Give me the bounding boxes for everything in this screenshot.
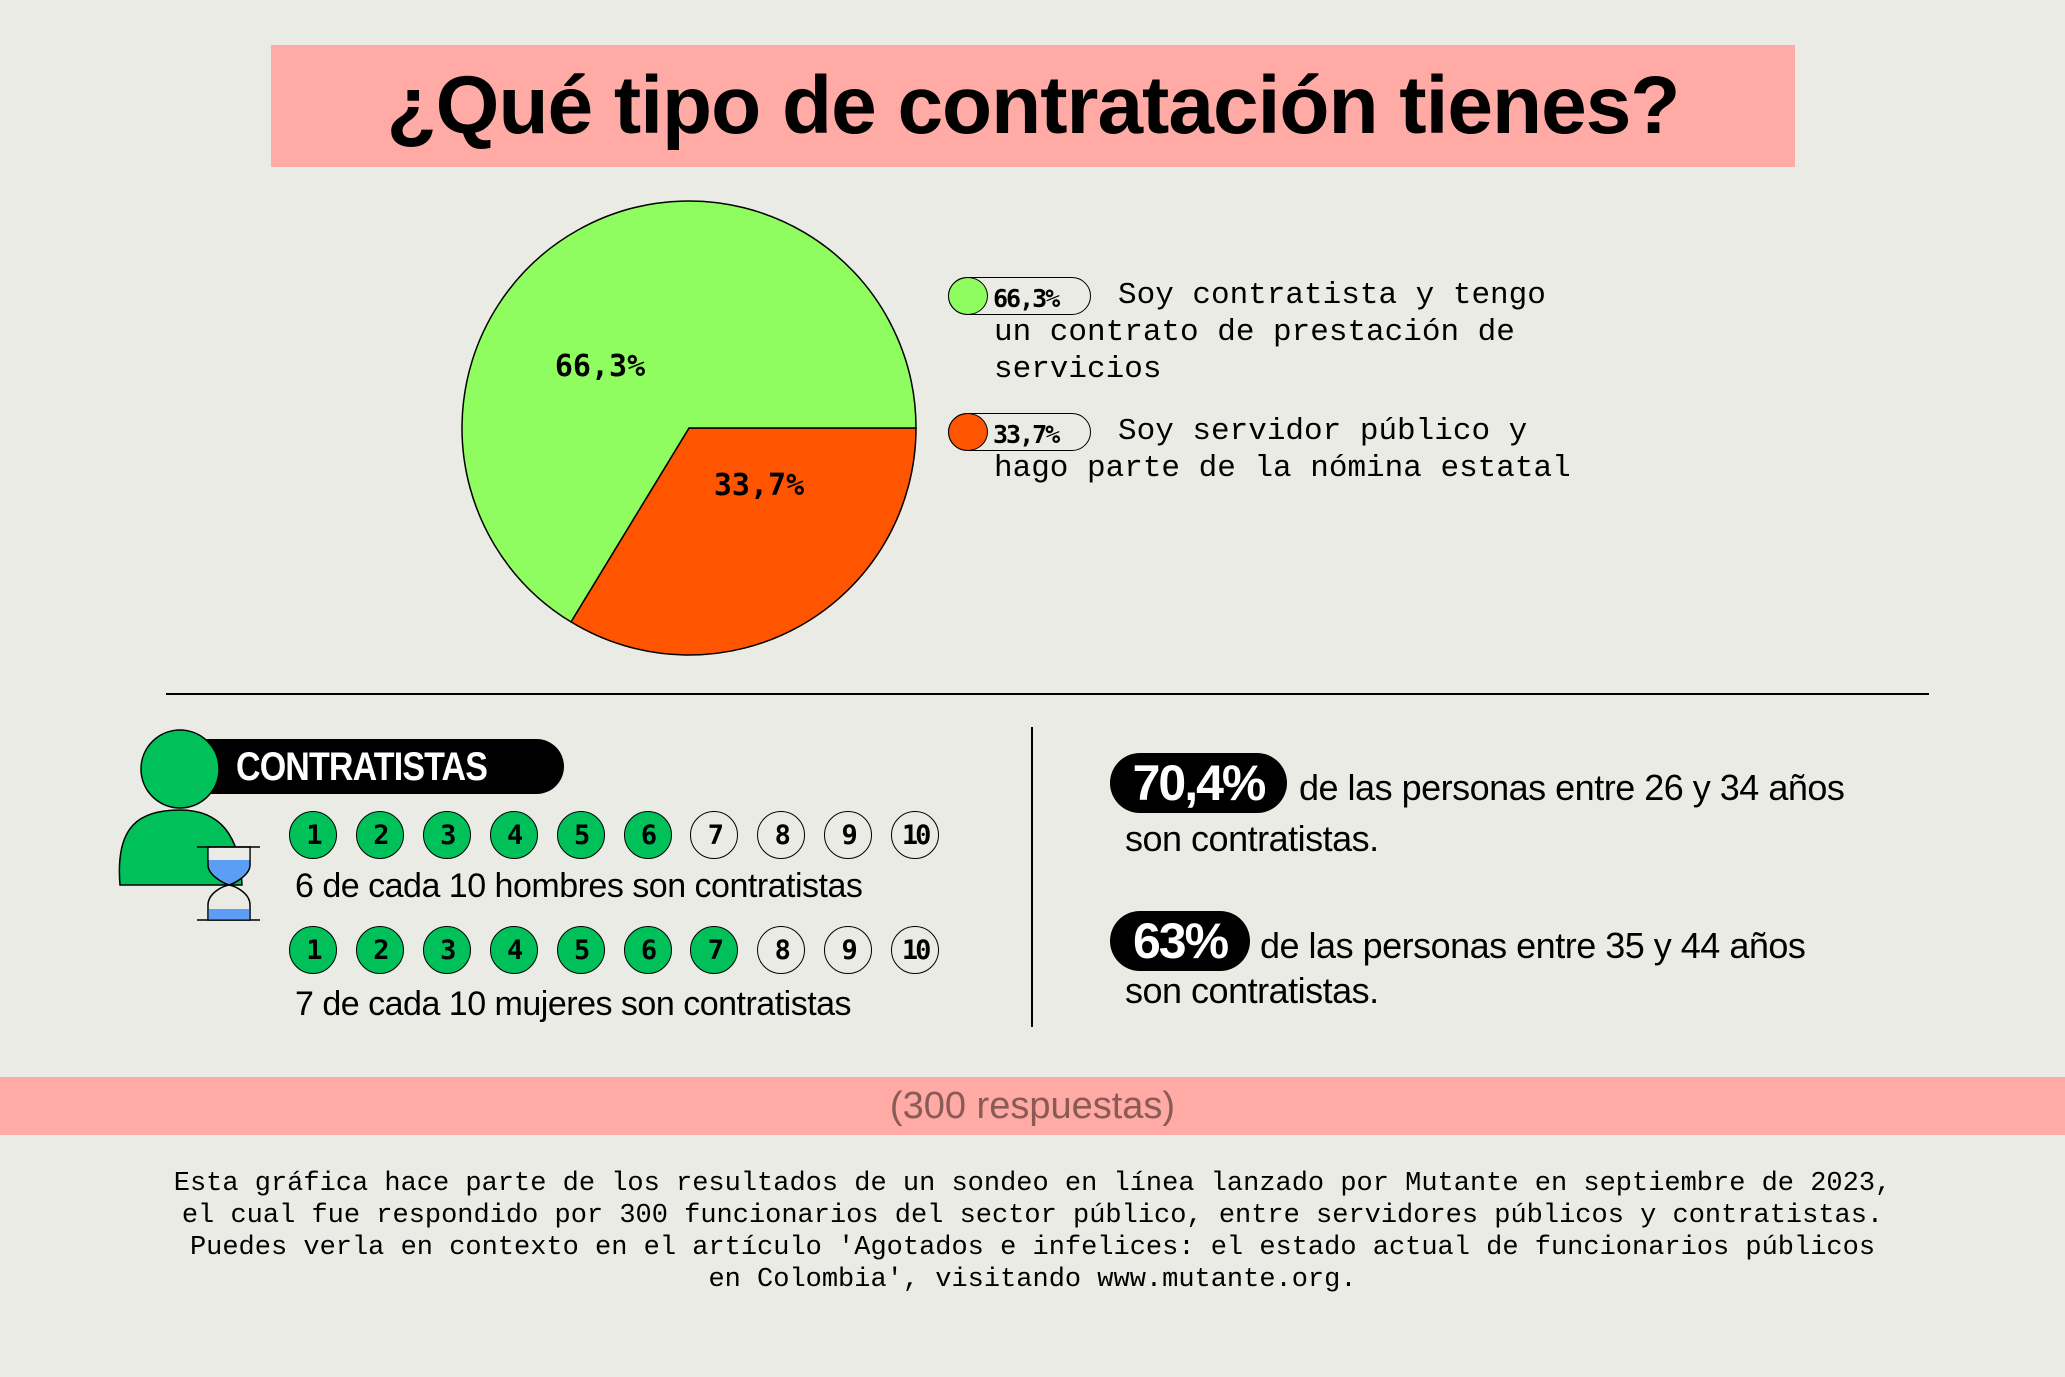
number-circle-empty: 9: [824, 926, 873, 974]
footer-line: Esta gráfica hace parte de los resultado…: [173, 1169, 1892, 1199]
legend-text: Soy servidor público y: [1118, 414, 1528, 449]
pie-label-contratista: 66,3%: [555, 349, 645, 384]
page-title: ¿Qué tipo de contratación tienes?: [386, 60, 1681, 151]
number-circle-filled: 1: [289, 926, 337, 974]
stat-text: de las personas entre 35 y 44 años: [1260, 925, 1806, 966]
hourglass-icon: [197, 846, 260, 921]
legend-pill: 66,3%: [948, 277, 1091, 315]
number-circle-empty: 8: [757, 926, 806, 974]
number-circle-empty: 9: [824, 811, 873, 859]
women-caption: 7 de cada 10 mujeres son contratistas: [295, 985, 852, 1023]
legend-pill: 33,7%: [948, 413, 1091, 451]
pie-slice-contratista: [461, 200, 917, 623]
stat-text: son contratistas.: [1125, 970, 1379, 1011]
number-circle-filled: 1: [289, 811, 337, 859]
number-circle-empty: 10: [891, 926, 940, 974]
number-circle-filled: 2: [355, 811, 404, 859]
divider-vertical: [1031, 727, 1033, 1027]
number-circle-filled: 3: [422, 811, 471, 859]
stat-text: de las personas entre 26 y 34 años: [1299, 767, 1845, 808]
number-circle-filled: 5: [556, 811, 605, 859]
footer-line: en Colombia', visitando www.mutante.org.: [708, 1265, 1357, 1295]
number-circle-empty: 7: [690, 811, 739, 859]
number-circle-filled: 6: [623, 926, 672, 974]
women-number-row: 1 2 3 4 5 6 7 8 9 10: [289, 926, 969, 976]
footer-note: Esta gráfica hace parte de los resultado…: [0, 1168, 2065, 1296]
stat-badge-35-44: 63%: [1110, 911, 1250, 971]
pie-chart: 66,3% 33,7%: [461, 200, 917, 656]
pie-label-servidor: 33,7%: [714, 468, 804, 503]
legend-text: Soy contratista y tengo: [1118, 278, 1546, 313]
stat-text: son contratistas.: [1125, 818, 1379, 859]
legend-item-servidor: 33,7% Soy servidor público y hago parte …: [948, 413, 1571, 487]
title-banner: ¿Qué tipo de contratación tienes?: [271, 45, 1795, 167]
number-circle-filled: 6: [623, 811, 672, 859]
divider-horizontal: [166, 693, 1929, 695]
legend-text: servicios: [994, 352, 1162, 387]
stat-badge-26-34: 70,4%: [1110, 753, 1287, 813]
number-circle-filled: 7: [690, 926, 739, 974]
responses-count: (300 respuestas): [889, 1084, 1176, 1127]
number-circle-filled: 2: [355, 926, 404, 974]
number-circle-empty: 8: [757, 811, 806, 859]
number-circle-empty: 10: [891, 811, 940, 859]
legend-value: 33,7%: [993, 420, 1060, 449]
legend-text: un contrato de prestación de: [994, 315, 1515, 350]
men-number-row: 1 2 3 4 5 6 7 8 9 10: [289, 811, 969, 861]
contratistas-header: CONTRATISTAS: [198, 739, 564, 794]
legend-value: 66,3%: [993, 284, 1060, 313]
number-circle-filled: 4: [489, 926, 538, 974]
number-circle-filled: 4: [489, 811, 538, 859]
person-icon: [118, 729, 260, 921]
responses-banner: (300 respuestas): [0, 1077, 2065, 1135]
legend-swatch-green: [948, 277, 988, 315]
footer-line: el cual fue respondido por 300 funcionar…: [181, 1201, 1884, 1231]
footer-line: Puedes verla en contexto en el artículo …: [189, 1233, 1876, 1263]
legend-text: hago parte de la nómina estatal: [994, 451, 1571, 486]
number-circle-filled: 5: [556, 926, 605, 974]
legend-swatch-orange: [948, 413, 988, 451]
men-caption: 6 de cada 10 hombres son contratistas: [295, 867, 863, 905]
legend-item-contratista: 66,3% Soy contratista y tengo un contrat…: [948, 277, 1546, 388]
contratistas-title: CONTRATISTAS: [236, 745, 488, 789]
number-circle-filled: 3: [422, 926, 471, 974]
pie-slice-servidor: [569, 427, 917, 656]
